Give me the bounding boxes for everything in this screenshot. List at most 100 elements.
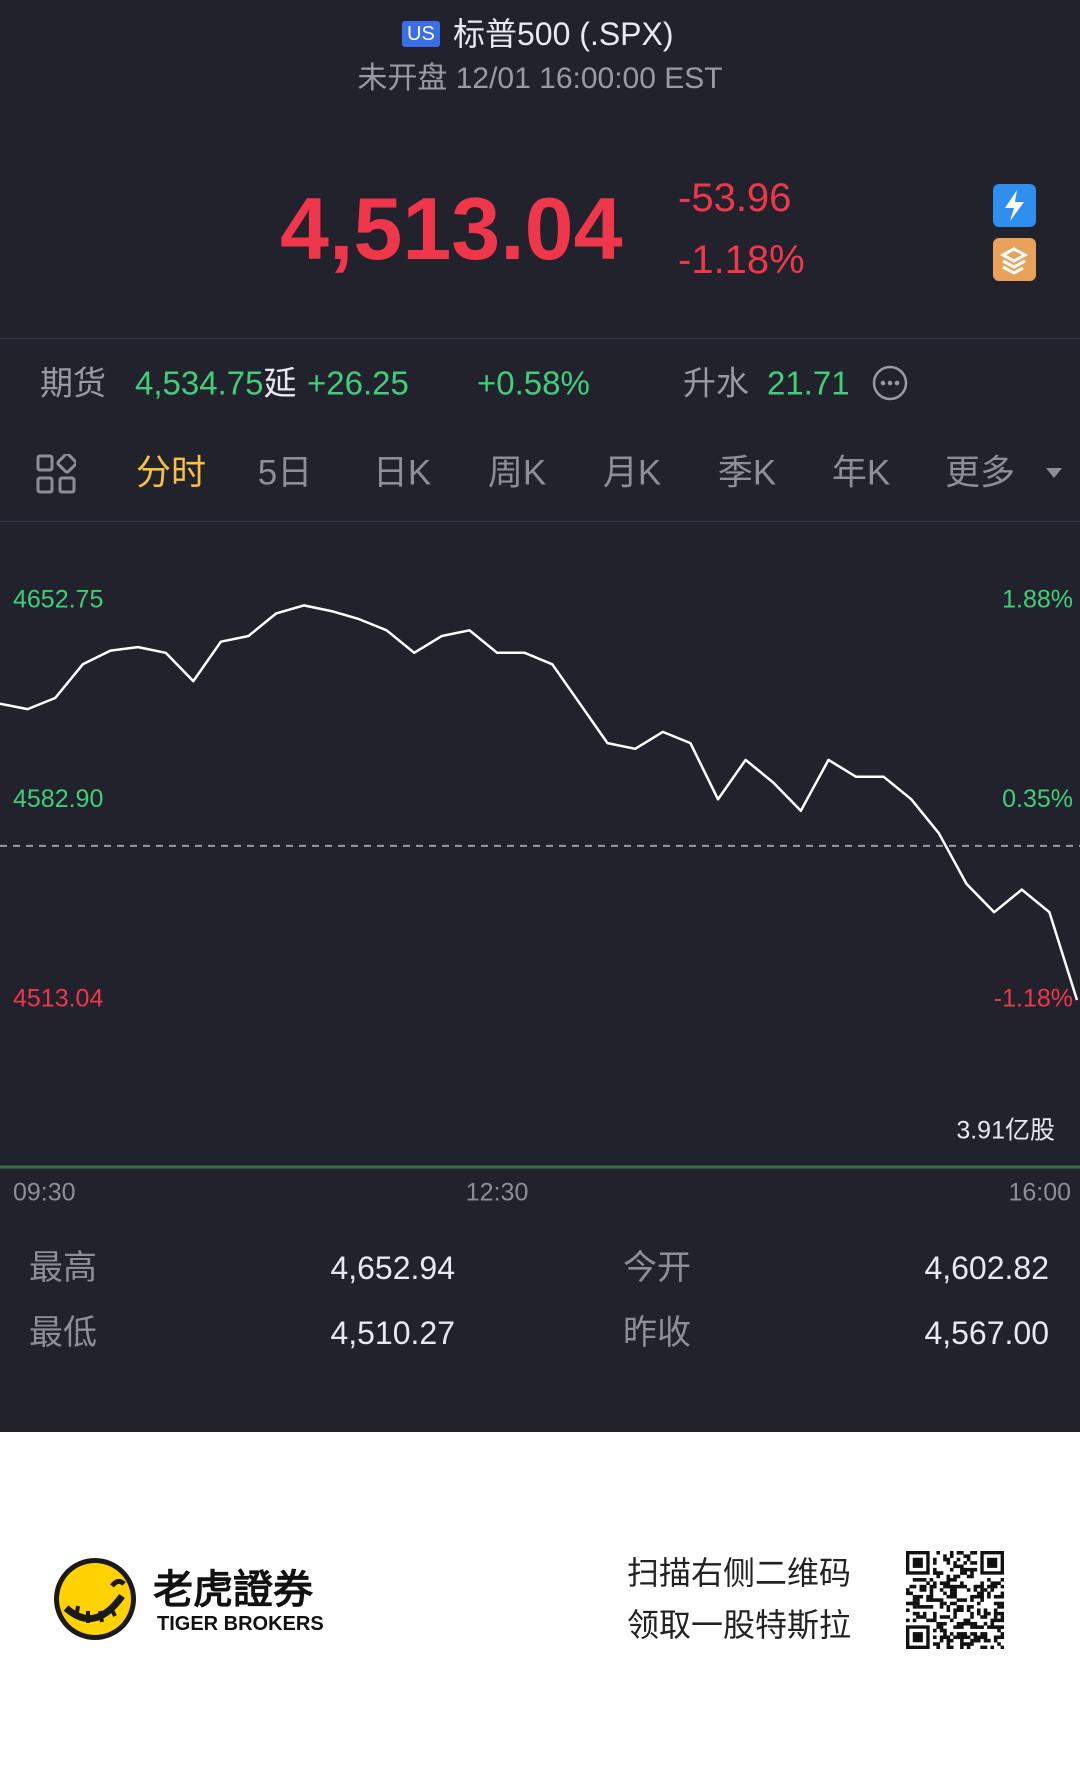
qr-cell <box>960 1551 964 1555</box>
qr-cell <box>970 1621 974 1626</box>
qr-cell <box>970 1598 974 1602</box>
qr-cell <box>966 1642 971 1646</box>
qr-cell <box>922 1578 927 1582</box>
qr-cell <box>912 1598 917 1602</box>
qr-cell <box>936 1571 940 1575</box>
qr-cell <box>926 1605 930 1609</box>
y-tick-label: 4582.90 <box>13 785 103 813</box>
qr-cell <box>933 1615 937 1619</box>
qr-cell <box>990 1581 995 1585</box>
intraday-chart: 4652.75 4582.90 4513.04 1.88% 0.35% -1.18% 3.9… <box>0 586 1080 1207</box>
qr-cell <box>946 1645 951 1649</box>
qr-cell <box>997 1611 1001 1616</box>
qr-cell <box>960 1632 964 1636</box>
qr-cell <box>922 1584 927 1589</box>
qr-cell <box>970 1594 974 1599</box>
qr-cell <box>933 1584 937 1589</box>
lightning-icon[interactable] <box>993 184 1036 227</box>
qr-cell <box>929 1594 934 1599</box>
x-tick-label: 09:30 <box>13 1179 76 1207</box>
tab[interactable]: 日K <box>372 453 432 493</box>
qr-cell <box>936 1645 940 1649</box>
qr-cell <box>997 1628 1001 1633</box>
qr-cell <box>1000 1625 1004 1629</box>
qr-cell <box>987 1638 991 1643</box>
tab[interactable]: 周K <box>487 453 547 493</box>
qr-cell <box>990 1584 995 1589</box>
qr-cell <box>973 1567 978 1572</box>
qr-cell <box>970 1611 974 1616</box>
qr-cell <box>906 1551 930 1575</box>
qr-cell <box>976 1638 981 1643</box>
qr-cell <box>987 1611 991 1616</box>
qr-cell <box>939 1615 944 1619</box>
y-tick-label: 4652.75 <box>13 586 103 614</box>
qr-cell <box>943 1554 947 1558</box>
stat-value: 4,602.82 <box>924 1250 1049 1286</box>
qr-cell <box>960 1581 964 1585</box>
qr-cell <box>906 1588 910 1592</box>
qr-cell <box>922 1588 927 1592</box>
layers-icon[interactable] <box>993 238 1036 281</box>
qr-cell <box>1000 1594 1004 1599</box>
qr-cell <box>912 1632 923 1643</box>
qr-cell <box>936 1625 940 1629</box>
qr-cell <box>980 1635 984 1640</box>
qr-code[interactable] <box>906 1551 1004 1649</box>
qr-cell <box>960 1625 964 1629</box>
qr-cell <box>987 1594 991 1599</box>
qr-cell <box>966 1588 971 1592</box>
qr-cell <box>990 1618 995 1623</box>
more-icon[interactable] <box>872 365 908 401</box>
qr-cell <box>993 1581 998 1585</box>
qr-cell <box>946 1581 951 1585</box>
qr-cell <box>922 1611 927 1616</box>
qr-cell <box>966 1645 971 1649</box>
tab[interactable]: 更多 <box>944 453 1016 493</box>
y2-tick-label: 0.35% <box>1002 785 1073 813</box>
qr-cell <box>943 1632 947 1636</box>
tab[interactable]: 季K <box>717 453 777 493</box>
qr-cell <box>936 1642 940 1646</box>
qr-cell <box>949 1554 954 1558</box>
qr-cell <box>929 1578 934 1582</box>
qr-cell <box>983 1635 988 1640</box>
qr-cell <box>933 1567 937 1572</box>
qr-cell <box>943 1615 947 1619</box>
qr-cell <box>973 1625 978 1629</box>
tab[interactable]: 5日 <box>257 453 313 493</box>
qr-cell <box>939 1588 944 1592</box>
qr-cell <box>960 1564 964 1569</box>
qr-cell <box>912 1557 923 1568</box>
stat-label: 最高 <box>29 1249 97 1287</box>
qr-cell <box>919 1594 924 1599</box>
qr-cell <box>970 1605 974 1609</box>
layout-icon[interactable] <box>36 454 76 494</box>
brand-en: TIGER BROKERS <box>157 1613 324 1635</box>
qr-cell <box>933 1642 937 1646</box>
qr-cell <box>963 1642 968 1646</box>
dropdown-arrow[interactable] <box>1045 467 1063 479</box>
qr-cell <box>909 1591 913 1596</box>
tab[interactable]: 年K <box>831 453 891 493</box>
qr-cell <box>946 1557 951 1562</box>
qr-cell <box>936 1621 940 1626</box>
tab[interactable]: 月K <box>602 453 662 493</box>
qr-cell <box>960 1567 964 1572</box>
qr-cell <box>1000 1611 1004 1616</box>
qr-cell <box>990 1621 995 1626</box>
tiger-logo <box>54 1558 136 1640</box>
qr-cell <box>946 1578 951 1582</box>
qr-cell <box>976 1608 981 1613</box>
qr-cell <box>980 1588 984 1592</box>
qr-cell <box>960 1638 964 1643</box>
y-tick-label: 4513.04 <box>13 985 103 1013</box>
qr-cell <box>973 1584 978 1589</box>
futures-label: 期货 <box>40 364 106 402</box>
qr-cell <box>926 1618 930 1623</box>
title: 标普500 (.SPX) <box>453 16 674 52</box>
change: -53.96 <box>678 176 792 220</box>
tab[interactable]: 分时 <box>135 453 207 493</box>
separator <box>0 338 1080 339</box>
qr-cell <box>966 1557 971 1562</box>
